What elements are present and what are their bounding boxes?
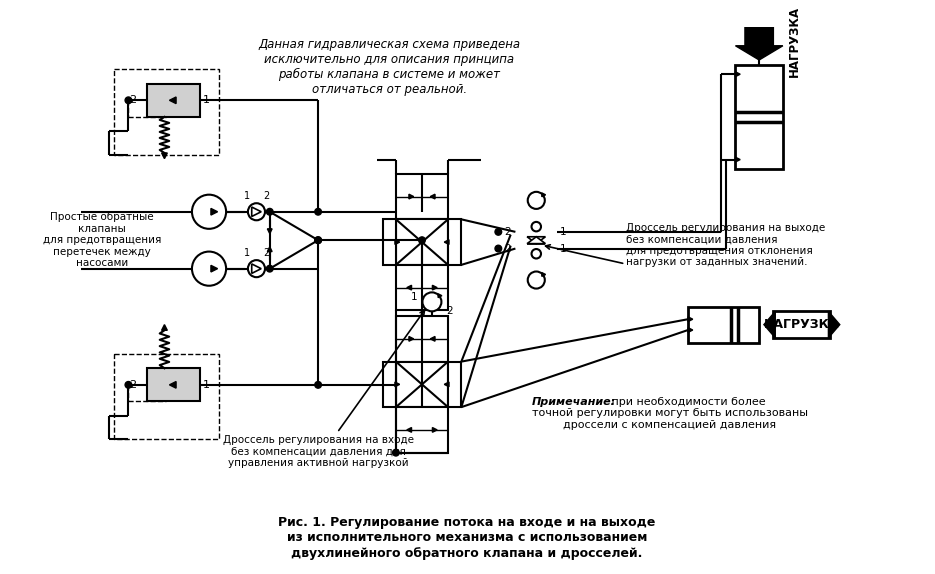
- Bar: [396, 265, 448, 311]
- Text: НАГРУЗКА: НАГРУЗКА: [764, 318, 840, 331]
- Polygon shape: [444, 240, 449, 245]
- Polygon shape: [432, 285, 438, 290]
- Polygon shape: [444, 382, 449, 387]
- Polygon shape: [211, 265, 218, 272]
- Bar: [736, 65, 783, 169]
- Bar: [382, 362, 396, 407]
- Polygon shape: [736, 157, 741, 162]
- Polygon shape: [527, 236, 545, 243]
- Text: 1: 1: [560, 243, 567, 254]
- Bar: [448, 219, 461, 265]
- Polygon shape: [432, 428, 438, 432]
- Text: 1: 1: [202, 95, 209, 105]
- Text: Примечание:: Примечание:: [531, 397, 615, 407]
- Text: 1: 1: [560, 227, 567, 237]
- Bar: [396, 407, 448, 453]
- Bar: [396, 174, 448, 219]
- Polygon shape: [430, 194, 435, 199]
- Text: Рис. 1. Регулирование потока на входе и на выходе: Рис. 1. Регулирование потока на входе и …: [279, 516, 655, 529]
- Bar: [148, 369, 199, 401]
- Polygon shape: [409, 194, 413, 199]
- Text: Дроссель регулирования на входе
без компенсации давления для
управления активной: Дроссель регулирования на входе без комп…: [223, 435, 413, 468]
- Circle shape: [192, 195, 226, 229]
- Bar: [396, 362, 448, 407]
- Circle shape: [248, 203, 265, 220]
- Polygon shape: [407, 428, 411, 432]
- Circle shape: [393, 449, 399, 456]
- Polygon shape: [395, 382, 399, 387]
- Polygon shape: [407, 285, 411, 290]
- Circle shape: [531, 249, 541, 258]
- Polygon shape: [169, 97, 176, 104]
- Circle shape: [495, 228, 502, 235]
- Circle shape: [125, 97, 132, 104]
- Circle shape: [315, 237, 322, 243]
- Polygon shape: [252, 207, 261, 216]
- Circle shape: [266, 265, 273, 272]
- Circle shape: [315, 237, 322, 243]
- Circle shape: [192, 251, 226, 286]
- Circle shape: [248, 260, 265, 277]
- Text: Простые обратные
клапаны
для предотвращения
перетечек между
насосами: Простые обратные клапаны для предотвраще…: [43, 212, 161, 269]
- Polygon shape: [162, 325, 167, 330]
- Text: Дроссель регулирования на выходе
без компенсации давления
для предотвращения отк: Дроссель регулирования на выходе без ком…: [626, 223, 826, 267]
- Text: двухлинейного обратного клапана и дросселей.: двухлинейного обратного клапана и дроссе…: [292, 546, 642, 560]
- Text: 1: 1: [244, 191, 250, 201]
- Polygon shape: [828, 311, 840, 338]
- Polygon shape: [211, 208, 218, 215]
- Circle shape: [423, 292, 441, 311]
- Polygon shape: [169, 382, 176, 388]
- Text: 1: 1: [202, 380, 209, 390]
- Text: 2: 2: [504, 243, 511, 254]
- Bar: [148, 84, 199, 117]
- Text: из исполнительного механизма с использованием: из исполнительного механизма с использов…: [287, 532, 647, 544]
- Text: 2: 2: [263, 191, 269, 201]
- Polygon shape: [267, 229, 272, 234]
- Circle shape: [495, 245, 502, 252]
- Text: НАГРУЗКА: НАГРУЗКА: [787, 6, 800, 76]
- Polygon shape: [736, 72, 741, 76]
- Bar: [773, 311, 830, 338]
- Text: 1: 1: [411, 292, 418, 302]
- Circle shape: [125, 382, 132, 388]
- Polygon shape: [430, 336, 435, 341]
- Polygon shape: [688, 317, 693, 321]
- Bar: [396, 316, 448, 362]
- Circle shape: [527, 192, 545, 209]
- Polygon shape: [162, 153, 167, 158]
- Polygon shape: [736, 27, 783, 60]
- Bar: [688, 307, 759, 343]
- Bar: [448, 362, 461, 407]
- Circle shape: [527, 272, 545, 289]
- Polygon shape: [541, 273, 546, 277]
- Circle shape: [266, 208, 273, 215]
- Polygon shape: [527, 236, 545, 243]
- Polygon shape: [267, 247, 272, 251]
- Circle shape: [315, 208, 322, 215]
- Text: 2: 2: [129, 380, 136, 390]
- Bar: [114, 354, 219, 439]
- Text: при необходимости более
точной регулировки могут быть использованы
дроссели с ко: при необходимости более точной регулиров…: [531, 397, 808, 430]
- Text: 2: 2: [263, 248, 269, 258]
- Polygon shape: [395, 240, 399, 245]
- Text: 2: 2: [129, 95, 136, 105]
- Text: Данная гидравлическая схема приведена
исключительно для описания принципа
работы: Данная гидравлическая схема приведена ис…: [258, 38, 520, 96]
- Text: 2: 2: [504, 227, 511, 237]
- Text: 2: 2: [446, 307, 453, 316]
- Circle shape: [419, 237, 425, 243]
- Bar: [396, 219, 448, 265]
- Text: 1: 1: [244, 248, 250, 258]
- Circle shape: [531, 222, 541, 231]
- Bar: [114, 69, 219, 155]
- Polygon shape: [764, 311, 775, 338]
- Polygon shape: [409, 336, 413, 341]
- Polygon shape: [439, 294, 442, 297]
- Circle shape: [315, 382, 322, 388]
- Bar: [382, 219, 396, 265]
- Polygon shape: [688, 328, 693, 332]
- Polygon shape: [252, 264, 261, 273]
- Polygon shape: [541, 193, 546, 197]
